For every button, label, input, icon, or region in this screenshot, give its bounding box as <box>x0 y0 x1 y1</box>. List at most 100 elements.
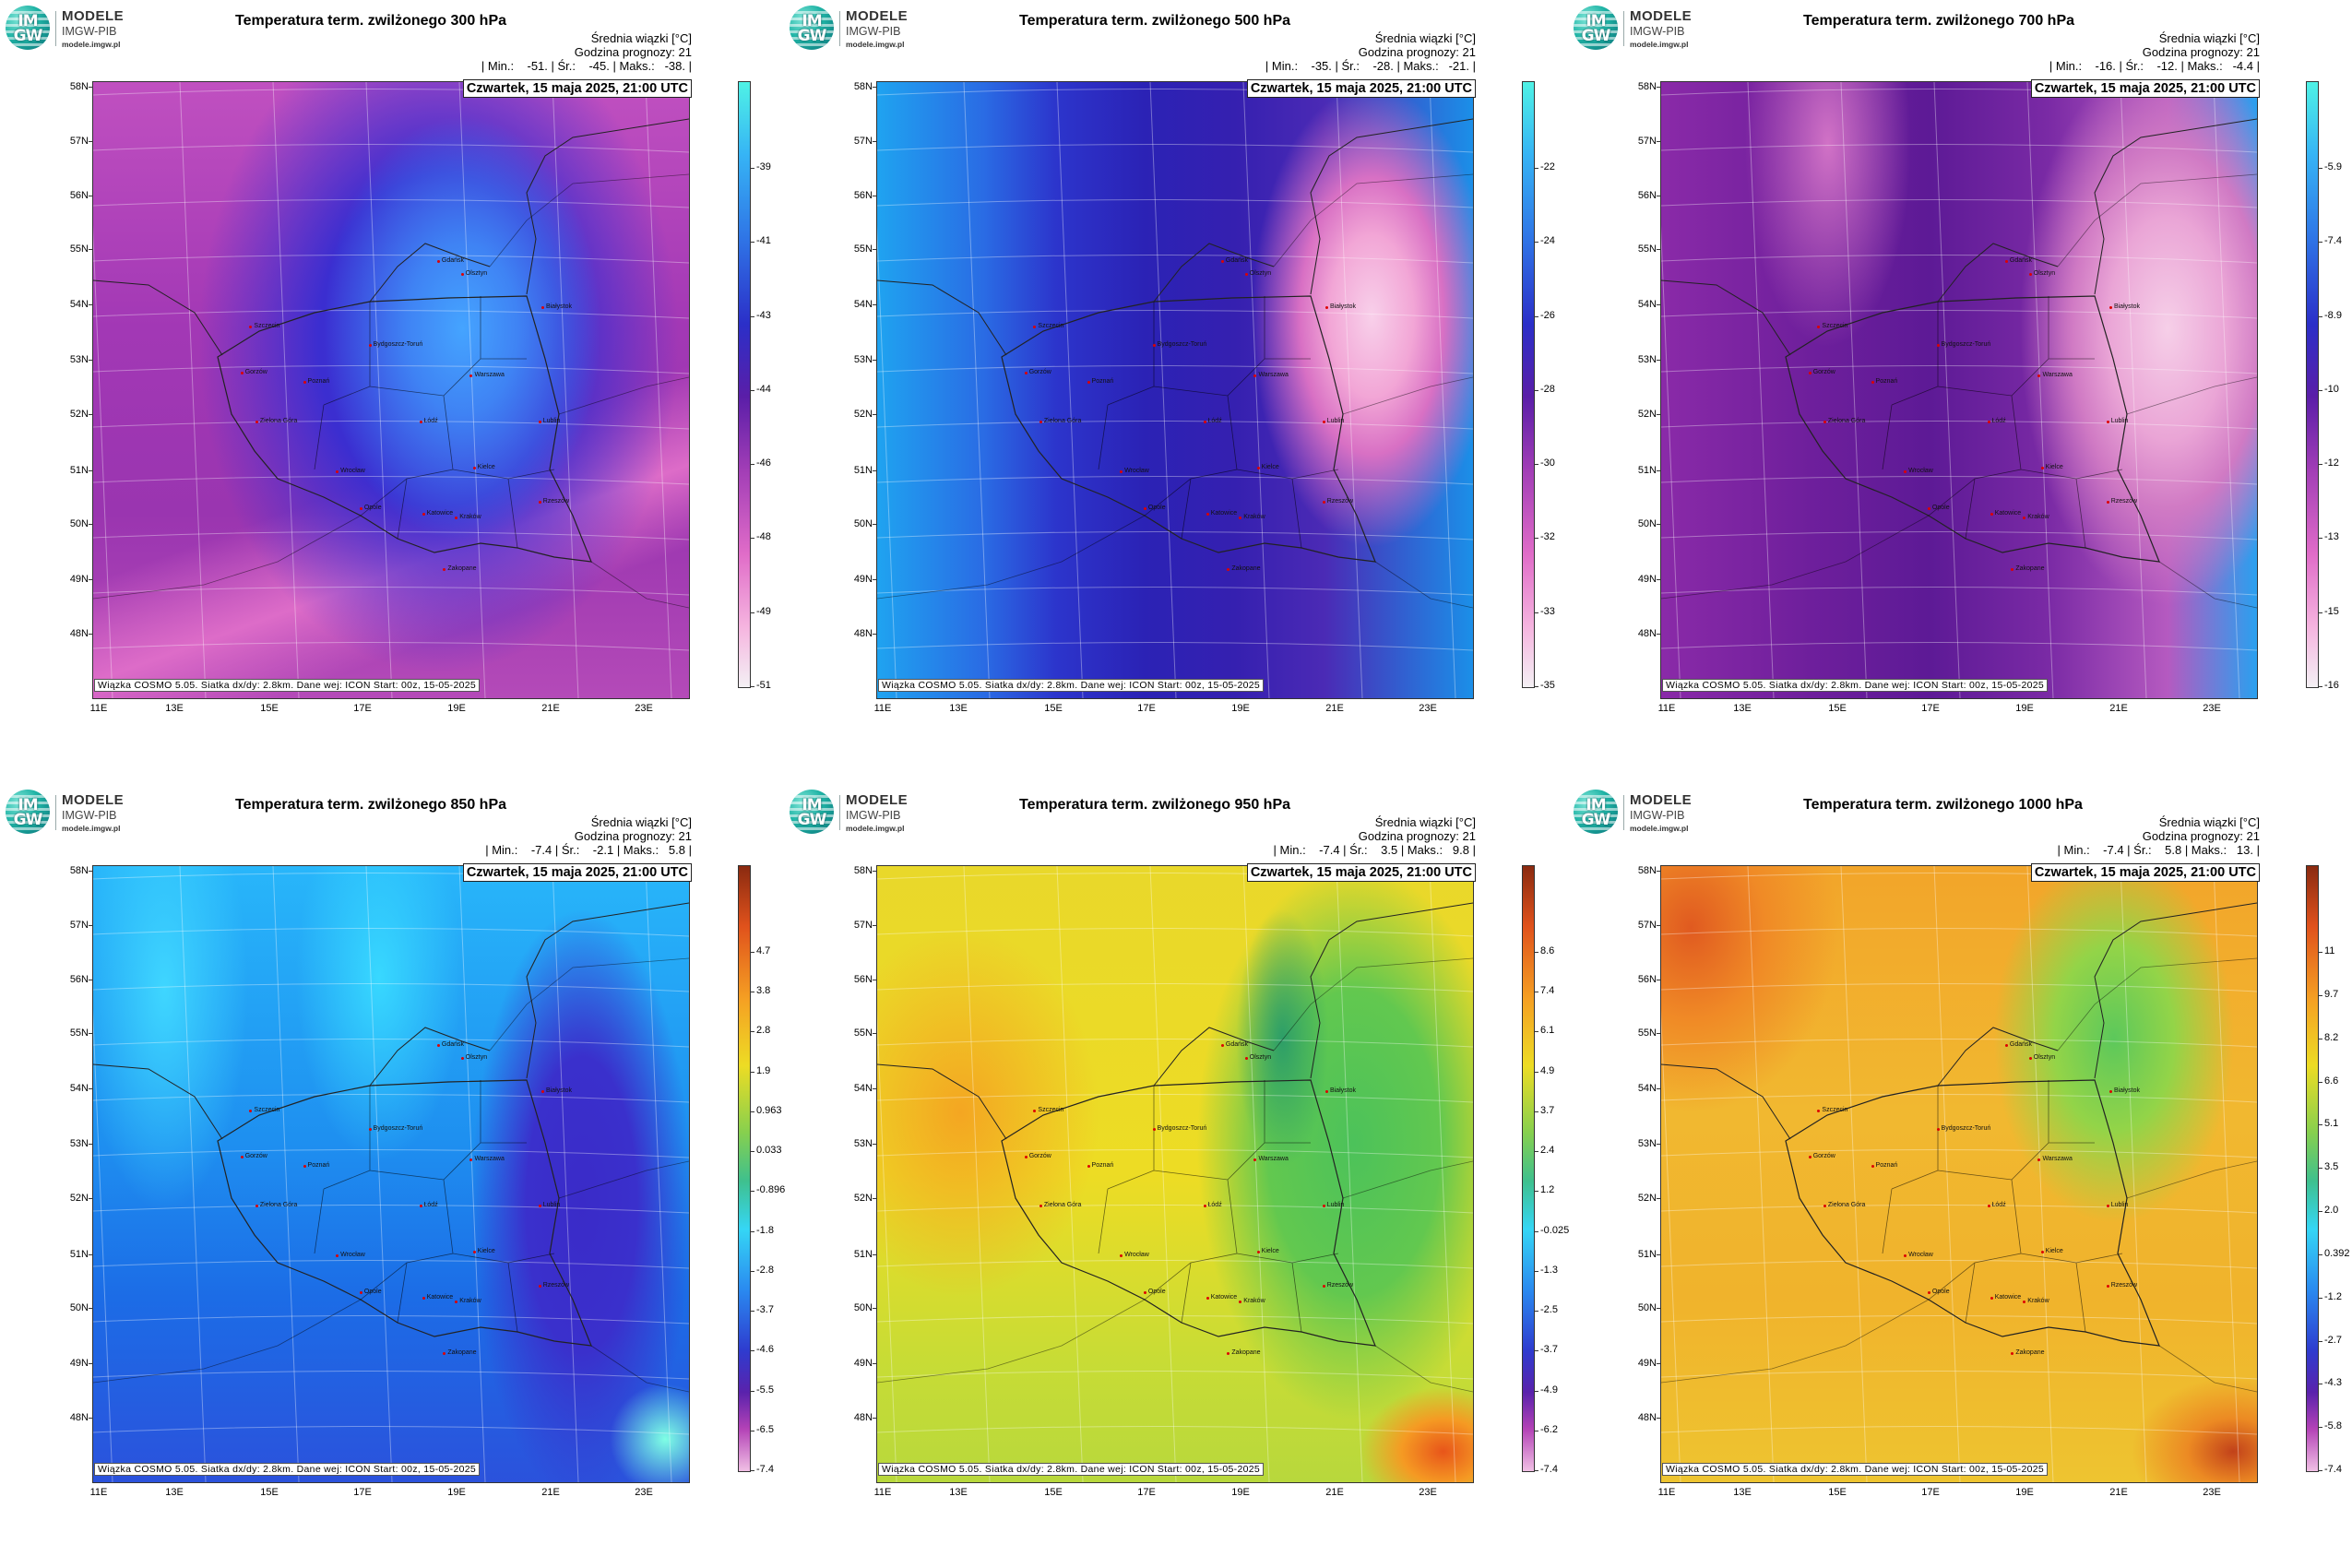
city-label: Opole <box>1144 504 1166 511</box>
coastline <box>877 902 1473 1140</box>
map-footer: Wiązka COSMO 5.05. Siatka dx/dy: 2.8km. … <box>94 679 481 692</box>
stat-sep: | <box>1469 59 1476 73</box>
colorbar-label: 2.4 <box>1540 1145 1555 1157</box>
city-label: Kraków <box>2023 1297 2049 1304</box>
graticule-lat <box>1661 364 2257 374</box>
lat-tick <box>873 524 877 525</box>
stat-header: Średnia wiązki [°C] <box>2158 815 2260 829</box>
city-label: Gorzów <box>240 368 267 375</box>
neighbour-borders <box>877 173 1473 609</box>
coastline <box>93 118 689 356</box>
lat-tick <box>1657 414 1661 415</box>
graticule-lon <box>458 82 486 698</box>
colorbar-label: 2.0 <box>2324 1205 2339 1216</box>
city-label: Lublin <box>1322 418 1345 425</box>
lat-label: 57N <box>853 920 873 931</box>
logo-divider <box>839 11 840 46</box>
colorbar-label: -26 <box>1540 309 1555 321</box>
temperature-map[interactable]: Gdańsk Olsztyn Szczecin Bydgoszcz-Toruń Biał… <box>92 81 690 699</box>
colorbar-label: 0.033 <box>756 1145 782 1157</box>
city-label: Zakopane <box>2011 1349 2045 1357</box>
forecast-date: Czwartek, 15 maja 2025, 21:00 UTC <box>2030 79 2260 98</box>
graticule-lon <box>365 866 393 1482</box>
logo-badge-bottom: GW <box>797 27 827 45</box>
lon-label: 11E <box>873 703 892 714</box>
graticule-lat <box>1661 1259 2257 1269</box>
city-label: Białystok <box>540 1087 572 1095</box>
colorbar-tick <box>2318 686 2322 687</box>
colorbar-label: -43 <box>756 309 771 321</box>
city-label: Rzeszów <box>2106 1281 2138 1289</box>
lon-label: 19E <box>1231 703 1250 714</box>
graticule-lat <box>877 143 1473 153</box>
lat-tick <box>873 1418 877 1419</box>
lat-tick <box>89 925 93 926</box>
city-label: Gdańsk <box>436 257 465 265</box>
neighbour-borders <box>877 957 1473 1393</box>
city-label: Kraków <box>455 513 481 520</box>
logo-subtitle: IMGW-PIB <box>846 25 901 38</box>
temperature-map[interactable]: Gdańsk Olsztyn Szczecin Bydgoszcz-Toruń Biał… <box>1660 81 2258 699</box>
lat-label: 53N <box>69 354 89 365</box>
graticule-lon <box>272 82 300 698</box>
temperature-map[interactable]: Gdańsk Olsztyn Szczecin Bydgoszcz-Toruń Biał… <box>876 81 1474 699</box>
temperature-field <box>93 82 689 698</box>
colorbar-label: -4.3 <box>2324 1377 2342 1389</box>
lat-tick <box>1657 925 1661 926</box>
graticule-lon <box>1429 82 1456 698</box>
city-label: Kraków <box>1239 1297 1265 1304</box>
graticule-lat <box>877 420 1473 430</box>
lat-tick <box>89 524 93 525</box>
city-label: Olsztyn <box>1244 1053 1272 1061</box>
map-overlay <box>93 82 689 698</box>
lat-label: 51N <box>1637 1249 1657 1260</box>
colorbar-tick <box>1534 1470 1538 1471</box>
city-label: Kielce <box>472 1248 495 1255</box>
city-label: Białystok <box>1324 303 1356 311</box>
logo-subtitle: IMGW-PIB <box>62 25 117 38</box>
city-label: Gdańsk <box>436 1041 465 1049</box>
graticule-lon <box>1149 866 1177 1482</box>
temperature-map[interactable]: Gdańsk Olsztyn Szczecin Bydgoszcz-Toruń Biał… <box>92 865 690 1483</box>
colorbar-tick <box>2318 612 2322 613</box>
graticule-lat <box>93 1093 689 1103</box>
lat-label: 55N <box>853 1028 873 1039</box>
lat-tick <box>1657 634 1661 635</box>
lat-tick <box>873 925 877 926</box>
lat-label: 56N <box>853 974 873 985</box>
colorbar-tick <box>750 1470 754 1471</box>
stats-block: Średnia wiązki [°C] Godzina prognozy: 21 |… <box>2049 31 2260 73</box>
lat-tick <box>89 634 93 635</box>
graticule-lon <box>1056 866 1084 1482</box>
graticule-lon <box>93 225 113 698</box>
colorbar-tick <box>2318 1124 2322 1126</box>
country-border <box>217 295 592 563</box>
graticule-lat <box>1661 586 2257 596</box>
graticule-lat <box>1661 475 2257 485</box>
map-title: Temperatura term. zwilżonego 950 hPa <box>1019 797 1291 813</box>
colorbar-label: 7.4 <box>1540 985 1555 997</box>
colorbar-tick <box>2318 1081 2322 1083</box>
temperature-map[interactable]: Gdańsk Olsztyn Szczecin Bydgoszcz-Toruń Biał… <box>876 865 1474 1483</box>
colorbar-tick <box>2318 1470 2322 1471</box>
colorbar-label: -3.7 <box>1540 1344 1558 1356</box>
colorbar-label: 3.7 <box>1540 1104 1555 1116</box>
logo-url: modele.imgw.pl <box>1630 40 1689 49</box>
colorbar-label: 8.6 <box>1540 945 1555 956</box>
colorbar-label: -51 <box>756 680 771 691</box>
graticule-lon <box>1840 82 1868 698</box>
colorbar-label: -30 <box>1540 457 1555 469</box>
imgw-logo-icon: IM GW <box>6 6 50 50</box>
graticule-lon <box>1933 866 1961 1482</box>
stat-min: -7.4 <box>530 843 552 857</box>
temperature-map[interactable]: Gdańsk Olsztyn Szczecin Bydgoszcz-Toruń Biał… <box>1660 865 2258 1483</box>
graticule-lat <box>877 982 1473 992</box>
logo-url: modele.imgw.pl <box>1630 824 1689 833</box>
graticule-lat <box>93 198 689 208</box>
lat-label: 51N <box>853 465 873 476</box>
colorbar-label: -4.6 <box>756 1344 774 1356</box>
colorbar-tick <box>2318 464 2322 466</box>
lat-label: 48N <box>853 628 873 639</box>
map-title: Temperatura term. zwilżonego 300 hPa <box>235 13 507 29</box>
region-borders <box>1882 1080 2123 1333</box>
